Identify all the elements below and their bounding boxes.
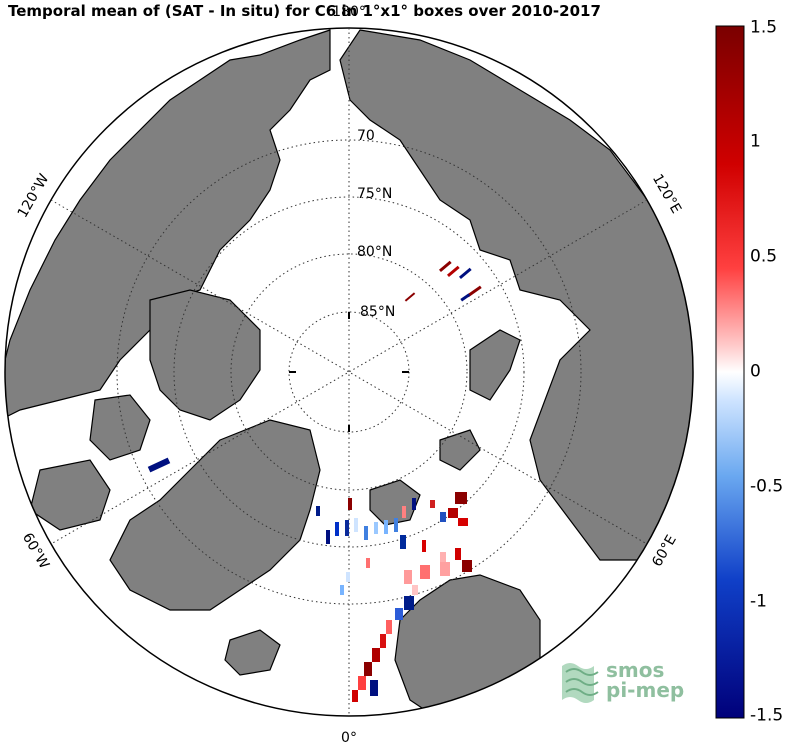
colorbar-scale xyxy=(715,25,745,719)
colorbar-tick-1-5: 1.5 xyxy=(750,17,778,38)
lat-label-85: 85°N xyxy=(360,304,395,320)
smos-pimep-logo: smos pi-mep xyxy=(556,656,696,708)
land-alaska xyxy=(5,29,331,421)
colorbar-tick-neg-1: -1 xyxy=(750,591,767,612)
lat-circle-70 xyxy=(116,139,582,605)
land-arctic-archipelago xyxy=(149,289,261,421)
lat-label-75: 75°N xyxy=(357,186,392,202)
lat-label-70: 70 xyxy=(357,128,375,144)
land-iceland xyxy=(224,629,281,676)
colorbar-tick-0: 0 xyxy=(750,361,761,382)
land-novaya-zemlya xyxy=(469,329,521,401)
land-siberia xyxy=(339,29,693,561)
data-boxes xyxy=(147,260,482,702)
logo-waves-icon xyxy=(562,663,599,703)
land-masses xyxy=(5,29,693,716)
land-svalbard xyxy=(369,479,421,526)
lon-label-180: 180° xyxy=(332,4,366,20)
colorbar-tick-1: 1 xyxy=(750,131,761,152)
colorbar-tick-neg-1-5: -1.5 xyxy=(750,705,784,726)
lat-circle-80 xyxy=(230,253,468,491)
logo-text-pimep: pi-mep xyxy=(606,678,685,702)
colorbar-tick-0-5: 0.5 xyxy=(750,246,778,267)
lon-label-0: 0° xyxy=(341,730,357,746)
map-title: Temporal mean of (SAT - In situ) for C6 … xyxy=(8,2,601,20)
colorbar-tick-neg-0-5: -0.5 xyxy=(750,476,784,497)
graticule-ticks xyxy=(289,312,409,432)
land-greenland xyxy=(109,419,321,611)
lat-label-80: 80°N xyxy=(357,244,392,260)
logo-text-smos: smos xyxy=(606,658,665,682)
